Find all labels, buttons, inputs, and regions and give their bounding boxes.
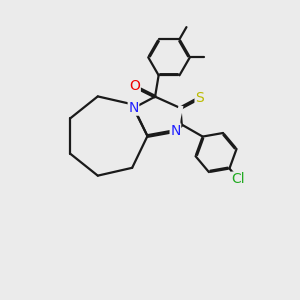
Text: O: O xyxy=(129,80,140,94)
Text: N: N xyxy=(170,124,181,138)
Text: S: S xyxy=(195,91,204,105)
Text: Cl: Cl xyxy=(232,172,245,186)
Text: N: N xyxy=(128,101,139,115)
